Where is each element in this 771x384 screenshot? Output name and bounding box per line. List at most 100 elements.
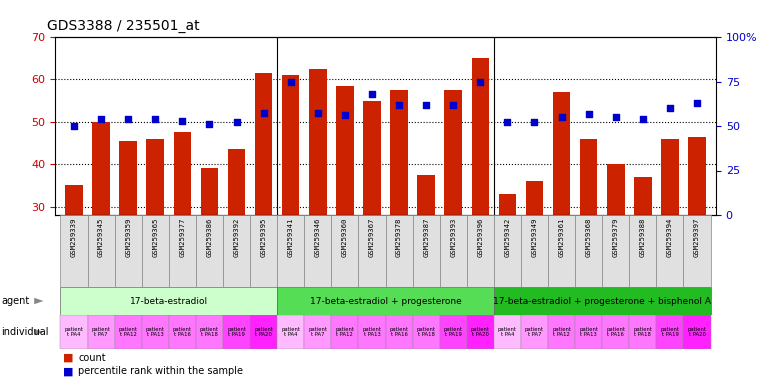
Point: [122, 116, 134, 122]
Bar: [575, 215, 602, 287]
Bar: [662, 139, 678, 215]
Text: GSM259395: GSM259395: [261, 217, 267, 257]
Point: [68, 123, 80, 129]
Bar: [602, 215, 629, 287]
Bar: [602, 315, 629, 349]
Text: GSM259397: GSM259397: [694, 217, 700, 257]
Text: GSM259386: GSM259386: [207, 217, 213, 257]
Point: [528, 119, 540, 126]
Bar: [417, 175, 435, 215]
Bar: [60, 287, 277, 315]
Bar: [548, 215, 575, 287]
Text: patient
t PA16: patient t PA16: [606, 327, 625, 337]
Bar: [277, 287, 494, 315]
Bar: [553, 92, 571, 215]
Text: patient
t PA18: patient t PA18: [633, 327, 652, 337]
Text: 17-beta-estradiol + progesterone + bisphenol A: 17-beta-estradiol + progesterone + bisph…: [493, 296, 711, 306]
Text: patient
t PA16: patient t PA16: [173, 327, 192, 337]
Bar: [575, 315, 602, 349]
Text: GSM259361: GSM259361: [558, 217, 564, 257]
Text: patient
t PA20: patient t PA20: [471, 327, 490, 337]
Point: [474, 78, 487, 84]
Bar: [282, 75, 299, 215]
Bar: [466, 315, 494, 349]
Bar: [359, 315, 386, 349]
Point: [420, 101, 433, 108]
Bar: [60, 215, 87, 287]
Bar: [277, 215, 305, 287]
Bar: [629, 315, 656, 349]
Text: patient
t PA12: patient t PA12: [335, 327, 355, 337]
Bar: [305, 215, 332, 287]
Bar: [548, 315, 575, 349]
Bar: [142, 315, 169, 349]
Bar: [412, 215, 439, 287]
Bar: [363, 101, 381, 215]
Text: patient
t PA7: patient t PA7: [92, 327, 110, 337]
Text: patient
t PA13: patient t PA13: [146, 327, 165, 337]
Bar: [526, 181, 544, 215]
Text: GSM259379: GSM259379: [613, 217, 619, 257]
Text: patient
t PA16: patient t PA16: [389, 327, 409, 337]
Bar: [115, 215, 142, 287]
Text: patient
t PA7: patient t PA7: [525, 327, 544, 337]
Text: patient
t PA18: patient t PA18: [416, 327, 436, 337]
Text: percentile rank within the sample: percentile rank within the sample: [78, 366, 243, 376]
Point: [95, 116, 107, 122]
Bar: [656, 215, 684, 287]
Text: count: count: [78, 353, 106, 363]
Bar: [223, 215, 250, 287]
Text: GSM259368: GSM259368: [586, 217, 591, 257]
Bar: [607, 164, 625, 215]
Bar: [173, 132, 191, 215]
Text: GSM259367: GSM259367: [369, 217, 375, 257]
Bar: [390, 90, 408, 215]
Point: [284, 78, 297, 84]
Point: [258, 109, 270, 116]
Point: [447, 101, 460, 108]
Text: GSM259393: GSM259393: [450, 217, 456, 257]
Point: [149, 116, 161, 122]
Bar: [412, 315, 439, 349]
Text: individual: individual: [2, 327, 49, 337]
Bar: [142, 215, 169, 287]
Point: [583, 111, 595, 117]
Bar: [466, 215, 494, 287]
Bar: [386, 315, 412, 349]
Text: patient
t PA19: patient t PA19: [444, 327, 463, 337]
Bar: [494, 315, 521, 349]
Text: patient
t PA13: patient t PA13: [579, 327, 598, 337]
Text: GSM259365: GSM259365: [152, 217, 158, 257]
Bar: [196, 315, 223, 349]
Bar: [200, 168, 218, 215]
Bar: [656, 315, 684, 349]
Text: GSM259360: GSM259360: [342, 217, 348, 257]
Point: [637, 116, 649, 122]
Text: GSM259339: GSM259339: [71, 217, 77, 257]
Point: [691, 100, 703, 106]
Point: [610, 114, 622, 120]
Bar: [169, 215, 196, 287]
Bar: [120, 141, 137, 215]
Point: [393, 101, 406, 108]
Bar: [277, 315, 305, 349]
Point: [338, 112, 351, 118]
Point: [501, 119, 513, 126]
Bar: [386, 215, 412, 287]
Bar: [169, 315, 196, 349]
Bar: [634, 177, 651, 215]
Text: patient
t PA19: patient t PA19: [227, 327, 246, 337]
Bar: [93, 122, 109, 215]
Bar: [494, 215, 521, 287]
Bar: [196, 215, 223, 287]
Bar: [629, 215, 656, 287]
Bar: [684, 215, 711, 287]
Text: ■: ■: [62, 353, 73, 363]
Bar: [146, 139, 164, 215]
Text: patient
t PA20: patient t PA20: [254, 327, 273, 337]
Text: patient
t PA12: patient t PA12: [119, 327, 138, 337]
Text: GSM259394: GSM259394: [667, 217, 673, 257]
Bar: [444, 90, 462, 215]
Text: GSM259349: GSM259349: [531, 217, 537, 257]
Text: patient
t PA19: patient t PA19: [661, 327, 679, 337]
